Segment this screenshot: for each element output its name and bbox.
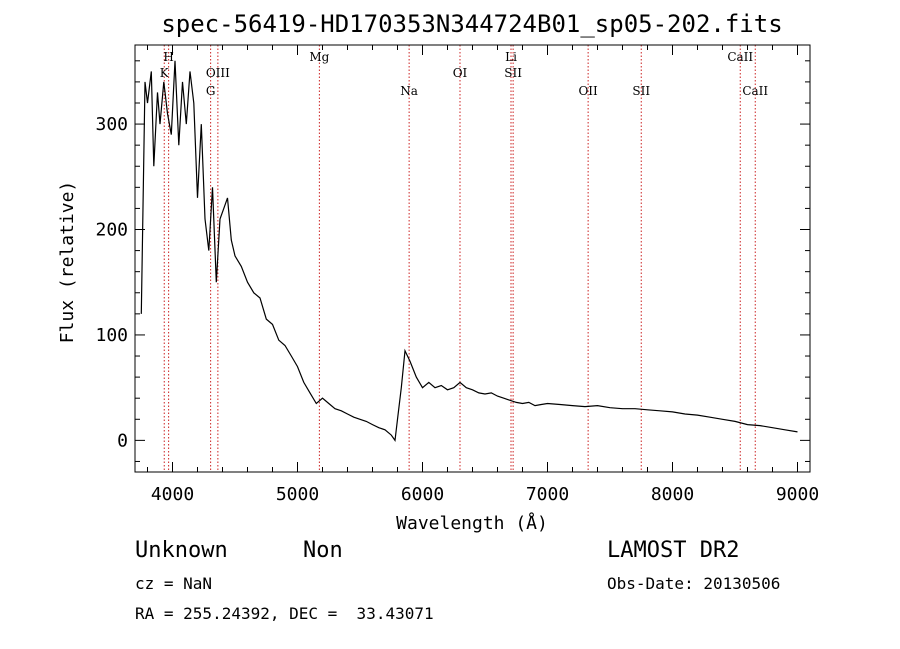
survey-name: LAMOST DR2: [607, 538, 740, 563]
chart-title: spec-56419-HD170353N344724B01_sp05-202.f…: [161, 10, 782, 38]
y-tick-label: 200: [95, 220, 128, 241]
spectral-line-label: CaII: [742, 84, 768, 98]
x-tick-label: 5000: [276, 484, 319, 505]
axis-ticks-layer: 4000 5000 6000 7000 8000 9000 0 100 200 300: [95, 45, 819, 505]
flux-series-line: [140, 60, 798, 443]
flux-curve-layer: [140, 60, 798, 443]
observation-date: Obs-Date: 20130506: [607, 574, 781, 593]
object-class: Non: [303, 538, 343, 563]
spectral-line-label: Mg: [309, 50, 329, 64]
y-tick-label: 300: [95, 114, 128, 135]
y-tick-label: 0: [117, 430, 128, 451]
spectral-line-label: SII: [632, 84, 650, 98]
y-tick-label: 100: [95, 325, 128, 346]
ra-dec: RA = 255.24392, DEC = 33.43071: [135, 604, 434, 623]
x-tick-label: 6000: [401, 484, 444, 505]
spectral-line-label: H: [163, 50, 173, 64]
x-tick-label: 7000: [526, 484, 569, 505]
spectral-line-label: OII: [578, 84, 598, 98]
y-axis-label: Flux (relative): [57, 181, 78, 344]
x-axis-label: Wavelength (Å): [396, 512, 548, 534]
spectral-line-label: G: [206, 84, 216, 98]
spectral-line-label: CaII: [727, 50, 753, 64]
spectral-line-label: SII: [504, 66, 522, 80]
x-tick-label: 9000: [776, 484, 819, 505]
spectral-line-label: OIII: [206, 66, 230, 80]
spectral-line-label: Na: [400, 84, 418, 98]
x-tick-label: 4000: [151, 484, 194, 505]
object-name: Unknown: [135, 538, 228, 563]
spectral-line-label: Li: [505, 50, 517, 64]
spectral-lines-layer: KH G OIII Mg Na OI Li SII OII SII CaII CaII: [160, 45, 768, 472]
x-tick-label: 8000: [651, 484, 694, 505]
spectral-line-label: K: [160, 66, 170, 80]
redshift-cz: cz = NaN: [135, 574, 213, 593]
spectral-line-label: OI: [453, 66, 468, 80]
